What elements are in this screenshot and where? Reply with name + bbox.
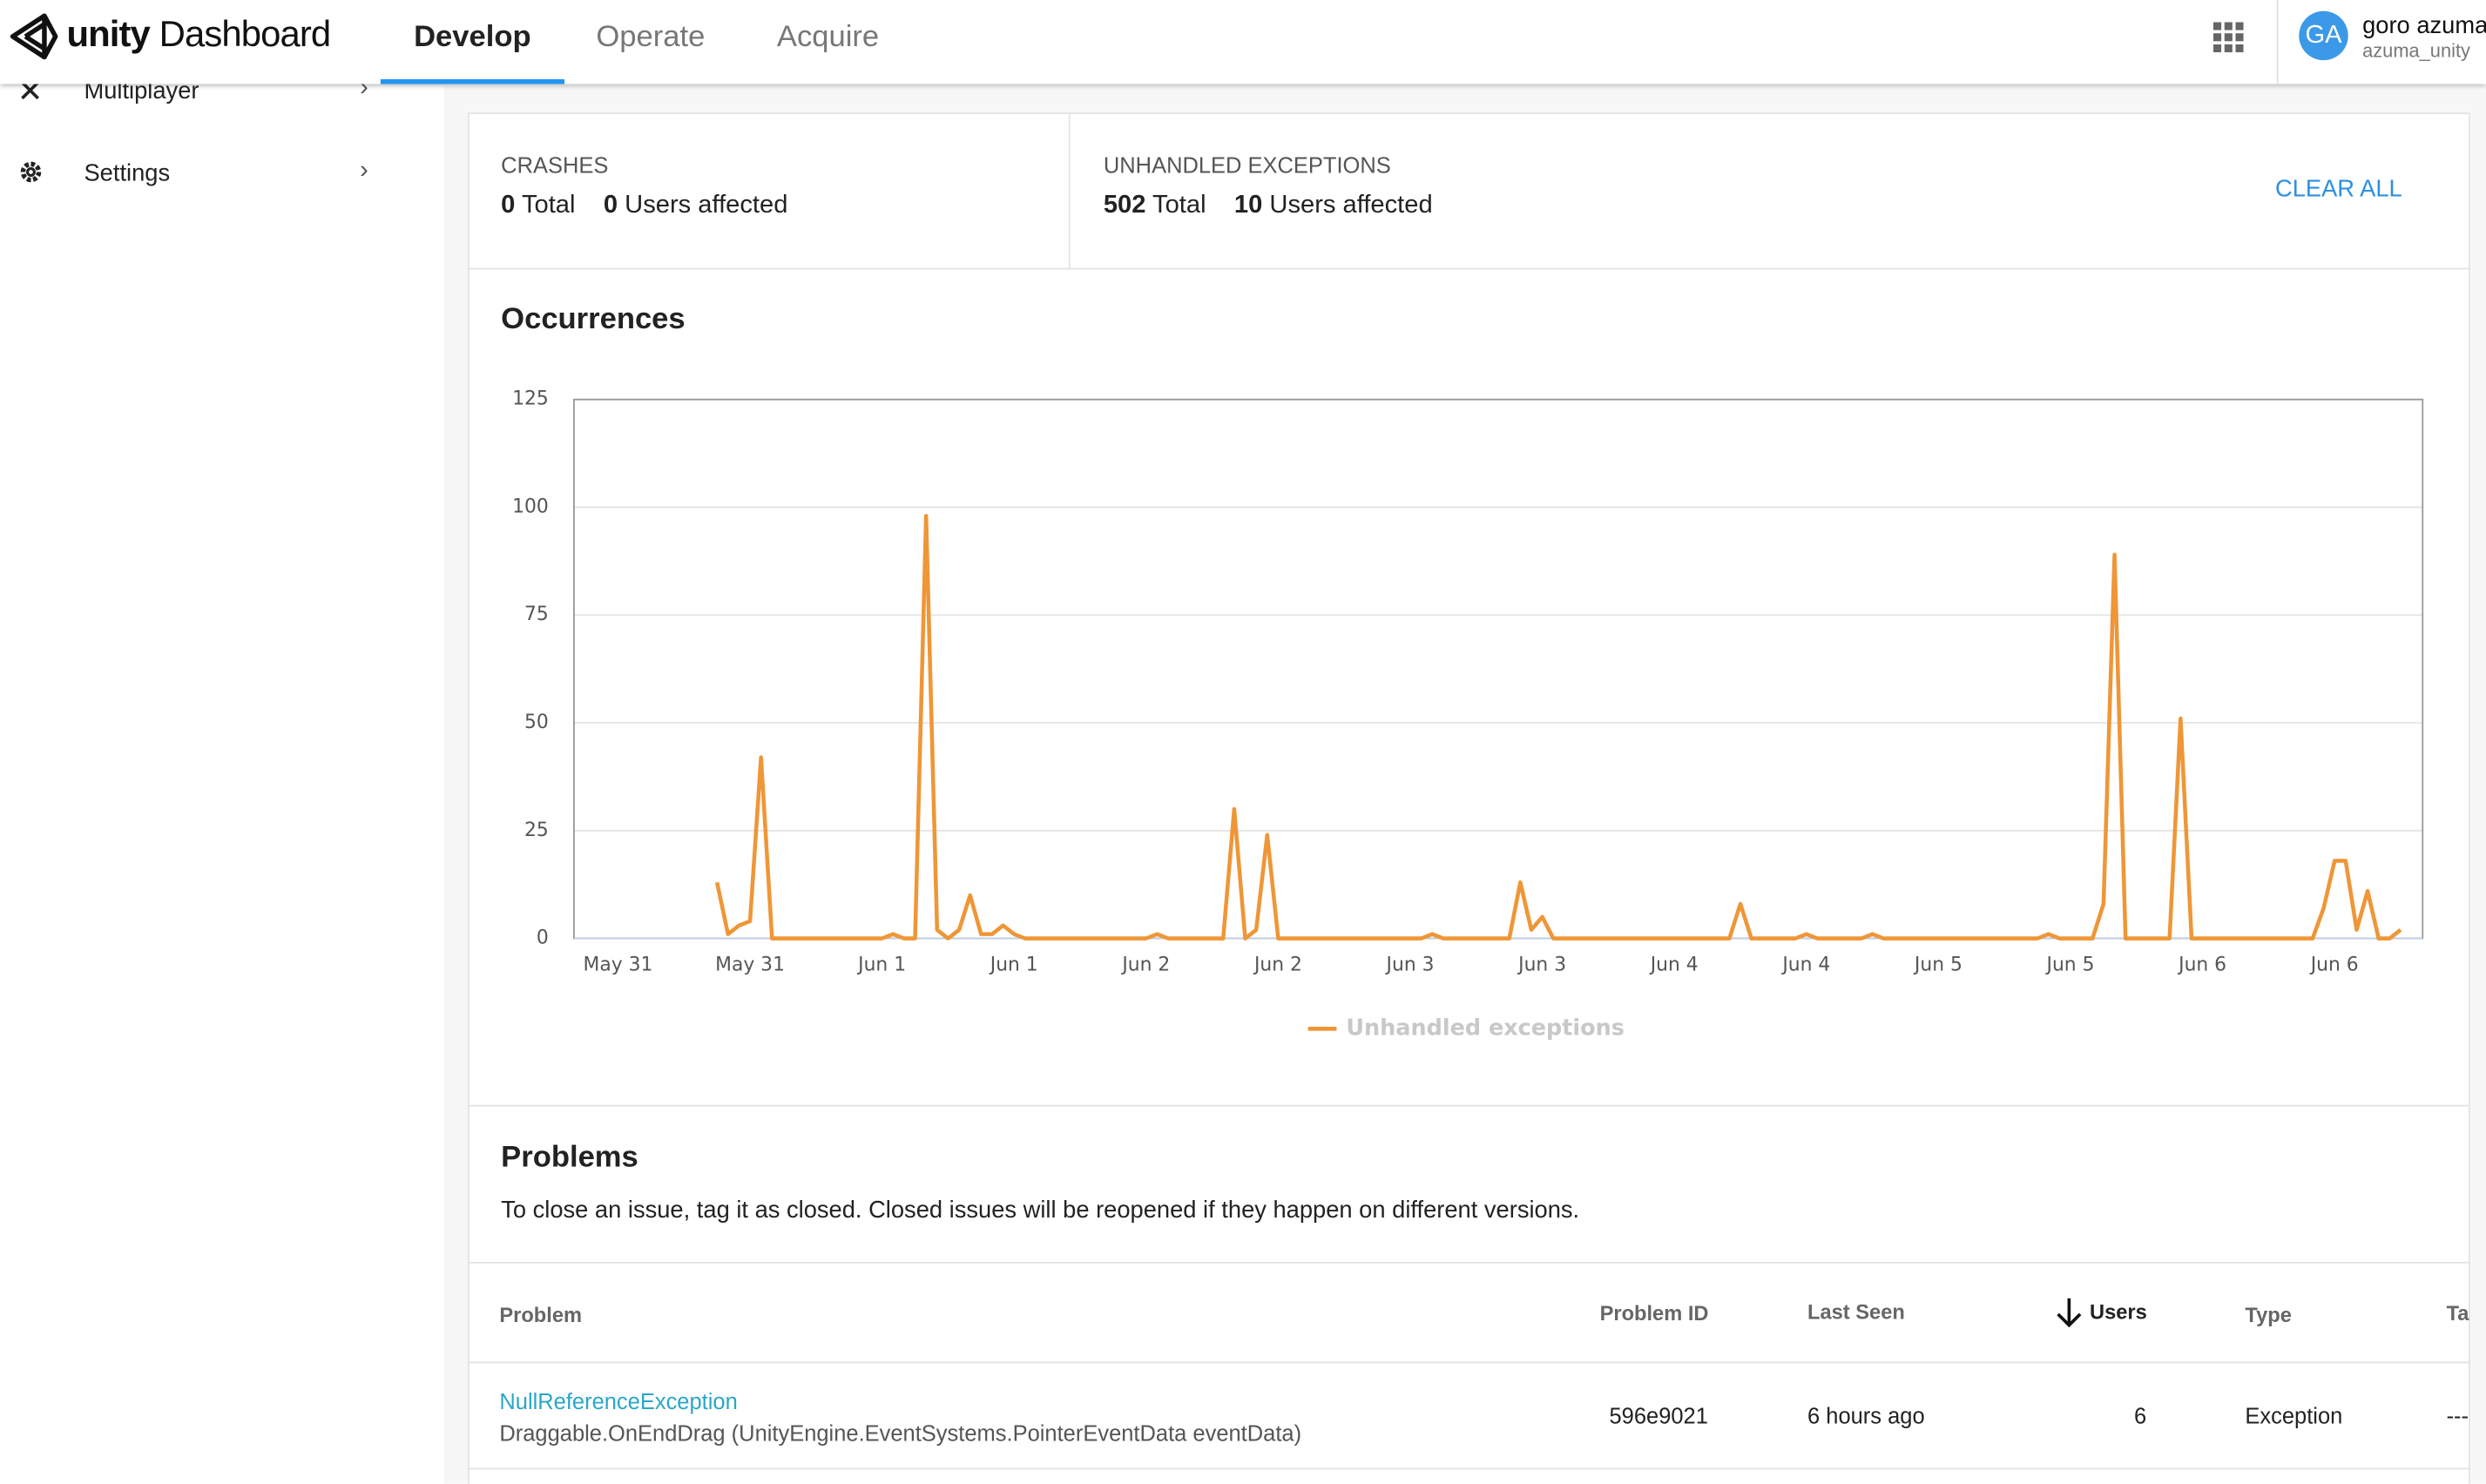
- label: Users affected: [625, 192, 788, 219]
- divider: [1068, 112, 1071, 268]
- sort-arrow: [2057, 1298, 2082, 1328]
- divider: [467, 1361, 2470, 1364]
- exceptions-title: UNHANDLED EXCEPTIONS: [1103, 152, 1391, 178]
- y-tick-label: 50: [524, 712, 549, 733]
- x-tick-label: Jun 5: [1913, 954, 1962, 976]
- problems-description: To close an issue, tag it as closed. Clo…: [501, 1197, 1580, 1224]
- problem-id: 596e9021: [1609, 1402, 1708, 1429]
- column-header[interactable]: Last Seen: [1807, 1299, 1905, 1324]
- multiplayer-icon: [21, 81, 39, 100]
- chevron: ›: [360, 157, 368, 185]
- column-header[interactable]: Ta: [2446, 1301, 2469, 1325]
- column-header[interactable]: Users: [2090, 1299, 2147, 1324]
- brand-name: unity: [66, 12, 150, 54]
- brand[interactable]: unity Dashboard: [66, 12, 332, 56]
- nav-tab[interactable]: Operate: [596, 20, 706, 54]
- y-tick-label: 125: [512, 388, 549, 410]
- user-id: azuma_unity: [2362, 39, 2470, 62]
- problems-card: [467, 1104, 2470, 1484]
- column-header[interactable]: Problem: [499, 1303, 583, 1327]
- nav-tab[interactable]: Develop: [414, 20, 531, 54]
- x-tick-label: Jun 1: [989, 954, 1038, 976]
- clear-all-button[interactable]: CLEAR ALL: [2274, 176, 2402, 203]
- chart-card: [467, 267, 2470, 1107]
- crashes-title: CRASHES: [501, 152, 609, 178]
- settings-icon: [20, 161, 42, 183]
- chart-title: Occurrences: [501, 302, 686, 336]
- chevron: ›: [360, 74, 368, 102]
- y-tick-label: 25: [524, 820, 549, 841]
- divider: [467, 1467, 2470, 1470]
- x-tick-label: Jun 3: [1385, 954, 1435, 976]
- x-tick-label: Jun 6: [2309, 954, 2359, 976]
- problems-title: Problems: [501, 1141, 638, 1175]
- x-tick-label: Jun 4: [1649, 954, 1699, 976]
- legend-label: Unhandled exceptions: [1346, 1015, 1625, 1041]
- x-tick-label: May 31: [584, 954, 653, 976]
- type: Exception: [2245, 1402, 2343, 1429]
- label: Total: [521, 192, 576, 219]
- label: Total: [1152, 192, 1206, 219]
- crashes-users: 0: [603, 192, 618, 219]
- users: 6: [2133, 1402, 2147, 1429]
- unity-logo[interactable]: [10, 11, 60, 62]
- problem-link[interactable]: NullReferenceException: [499, 1388, 738, 1414]
- y-tick-label: 100: [512, 496, 549, 517]
- x-tick-label: Jun 6: [2177, 954, 2226, 976]
- user-name: goro azuma: [2362, 12, 2486, 40]
- plot-frame: [573, 398, 2424, 940]
- x-tick-label: Jun 2: [1120, 954, 1170, 976]
- x-tick-label: Jun 2: [1253, 954, 1302, 976]
- top-bar: [0, 0, 2486, 84]
- data-line: [714, 514, 2402, 941]
- sidebar-item[interactable]: Settings: [84, 159, 171, 187]
- x-tick-label: May 31: [715, 954, 785, 976]
- active-tab-indicator: [380, 79, 564, 84]
- x-tick-label: Jun 5: [2045, 954, 2095, 976]
- chart: 0 25 50 75 100 125 May 31 May 31 Jun 1 Jun 1 Jun 2…: [512, 388, 2424, 1041]
- apps-icon[interactable]: [2212, 22, 2244, 53]
- column-header[interactable]: Type: [2245, 1303, 2292, 1327]
- y-tick-label: 75: [524, 604, 549, 625]
- problem-detail: Draggable.OnEndDrag (UnityEngine.EventSy…: [499, 1420, 1302, 1447]
- avatar[interactable]: GA: [2299, 10, 2348, 61]
- label: Users affected: [1269, 192, 1433, 219]
- tag: ---: [2446, 1402, 2469, 1429]
- y-tick-label: 0: [537, 928, 549, 949]
- exceptions-total: 502: [1103, 192, 1146, 219]
- divider: [467, 1261, 2470, 1264]
- nav-tab[interactable]: Acquire: [776, 20, 880, 54]
- column-header[interactable]: Problem ID: [1599, 1301, 1709, 1325]
- summary-card: [467, 112, 2470, 272]
- x-tick-label: Jun 1: [856, 954, 906, 976]
- divider: [2276, 0, 2279, 84]
- x-tick-label: Jun 4: [1780, 954, 1830, 976]
- exceptions-stats: 502 Total 10 Users affected: [1104, 192, 1433, 220]
- crashes-total: 0: [501, 192, 516, 219]
- exceptions-users: 10: [1233, 192, 1263, 219]
- last-seen: 6 hours ago: [1807, 1402, 1925, 1429]
- crashes-stats: 0 Total 0 Users affected: [501, 192, 787, 220]
- x-tick-label: Jun 3: [1517, 954, 1566, 976]
- product-name: Dashboard: [159, 12, 332, 54]
